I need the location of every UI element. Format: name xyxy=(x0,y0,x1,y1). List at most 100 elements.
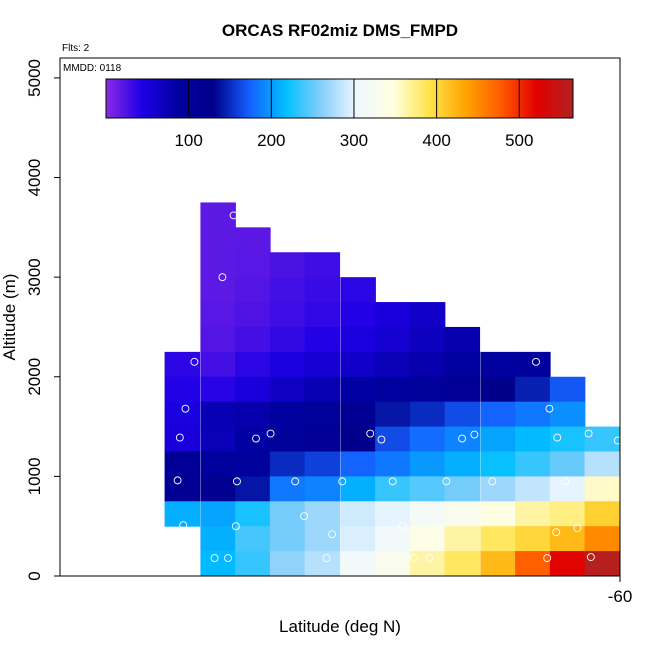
heatmap-cell xyxy=(304,401,341,428)
heatmap-cell xyxy=(235,376,271,403)
heatmap-cell xyxy=(269,376,306,403)
heatmap-cell xyxy=(200,551,236,576)
heatmap-cell xyxy=(549,476,586,502)
heatmap-cell xyxy=(340,451,376,477)
observation-point xyxy=(266,429,275,438)
heatmap-cell xyxy=(304,526,341,552)
heatmap-cell xyxy=(375,476,411,502)
heatmap-cell xyxy=(340,476,376,502)
heatmap-cell xyxy=(164,351,201,378)
colorbar-tick-label: 500 xyxy=(505,131,533,150)
observation-point xyxy=(366,429,375,438)
observation-point xyxy=(552,528,561,537)
y-tick-label: 5000 xyxy=(25,59,44,97)
heatmap-cell xyxy=(409,476,446,502)
heatmap-cell xyxy=(480,376,516,403)
observation-point xyxy=(398,522,407,531)
heatmap-cell xyxy=(444,526,481,552)
heatmap-cell xyxy=(549,401,586,428)
heatmap-cell xyxy=(584,451,620,477)
heatmap-cell xyxy=(375,451,411,477)
heatmap-cell xyxy=(304,551,341,576)
heatmap-cell xyxy=(515,401,551,428)
heatmap-cell xyxy=(235,277,271,303)
heatmap-cell xyxy=(164,426,201,452)
heatmap-cell xyxy=(164,376,201,403)
heatmap-cell xyxy=(200,526,236,552)
heatmap-cell xyxy=(515,426,551,452)
observation-point xyxy=(181,404,190,413)
heatmap-cell xyxy=(269,351,306,378)
observation-point xyxy=(338,477,347,486)
observation-point xyxy=(233,477,241,486)
heatmap-cell xyxy=(340,501,376,527)
observation-point xyxy=(458,434,467,443)
observation-point xyxy=(553,433,562,442)
heatmap-cell xyxy=(584,501,620,527)
heatmap-cell xyxy=(340,351,376,378)
heatmap-cell xyxy=(340,526,376,552)
heatmap-cell xyxy=(375,326,411,353)
heatmap-cell xyxy=(340,302,376,328)
observation-point xyxy=(291,477,300,486)
heatmap-cell xyxy=(549,501,586,527)
heatmap-cell xyxy=(269,476,306,502)
colorbar-tick-label: 100 xyxy=(174,131,202,150)
heatmap-cell xyxy=(480,476,516,502)
heatmap-cell xyxy=(269,252,306,278)
heatmap-cell xyxy=(409,326,446,353)
heatmap-cell xyxy=(409,426,446,452)
heatmap-cell xyxy=(409,501,446,527)
heatmap-cell xyxy=(200,326,236,353)
heatmap-cell xyxy=(235,326,271,353)
observation-point xyxy=(210,554,219,563)
heatmap-cell xyxy=(444,451,481,477)
heatmap-cell xyxy=(269,401,306,428)
heatmap-cell xyxy=(444,376,481,403)
observation-point xyxy=(442,477,451,486)
heatmap-cell xyxy=(444,476,481,502)
heatmap-cell xyxy=(200,302,236,328)
observation-point xyxy=(224,554,232,563)
observation-point xyxy=(613,436,620,445)
heatmap-cell xyxy=(200,451,236,477)
observation-point xyxy=(434,523,443,532)
colorbar xyxy=(105,78,574,119)
heatmap-cell xyxy=(549,551,586,576)
plot-frame xyxy=(59,57,621,577)
y-tick-label: 2000 xyxy=(25,358,44,396)
heatmap-cell xyxy=(480,351,516,378)
observation-point xyxy=(179,521,188,530)
heatmap-cell xyxy=(235,451,271,477)
heatmap-cell xyxy=(375,501,411,527)
colorbar-tick-label: 200 xyxy=(257,131,285,150)
y-tick-label: 0 xyxy=(25,571,44,580)
heatmap-cell xyxy=(235,227,271,253)
observation-point xyxy=(229,211,238,220)
heatmap-cell xyxy=(200,376,236,403)
heatmap-cell xyxy=(235,501,271,527)
heatmap-cell xyxy=(444,426,481,452)
y-tick-label: 4000 xyxy=(25,159,44,197)
heatmap-cell xyxy=(375,302,411,328)
colorbar-tick-label: 400 xyxy=(422,131,450,150)
colorbar-ticks: 100 200 300 400 500 xyxy=(174,79,533,150)
x-tick-label: -60 xyxy=(608,587,633,606)
heatmap-cell xyxy=(235,526,271,552)
y-tick-label: 3000 xyxy=(25,258,44,296)
y-axis: 0 1000 2000 3000 4000 5000 xyxy=(25,59,60,581)
heatmap-cell xyxy=(515,476,551,502)
colorbar-tick-label: 300 xyxy=(340,131,368,150)
heatmap-cell xyxy=(269,426,306,452)
heatmap-cell xyxy=(235,252,271,278)
flights-annotation: Flts: 2 xyxy=(62,43,90,54)
observation-point xyxy=(425,554,434,563)
observation-point xyxy=(218,273,227,282)
heatmap-cell xyxy=(549,426,586,452)
heatmap-cell xyxy=(375,426,411,452)
heatmap-cell xyxy=(480,501,516,527)
observation-point xyxy=(409,554,418,563)
heatmap-cell xyxy=(409,451,446,477)
observation-point xyxy=(573,524,582,533)
heatmap-cell xyxy=(409,302,446,328)
